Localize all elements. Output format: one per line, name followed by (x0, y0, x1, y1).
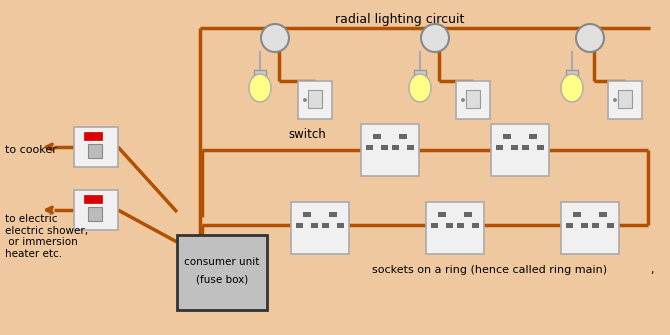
Bar (407, 145, 414, 150)
Circle shape (461, 98, 465, 102)
Bar (88, 144, 102, 158)
Bar (84, 195, 102, 203)
Bar (438, 212, 446, 217)
Bar (399, 134, 407, 139)
Bar (566, 70, 578, 78)
Circle shape (613, 98, 617, 102)
Bar (464, 212, 472, 217)
Bar (608, 81, 642, 119)
Bar (561, 202, 619, 254)
Bar (566, 223, 573, 228)
Text: consumer unit: consumer unit (184, 257, 260, 267)
Bar (298, 81, 332, 119)
Ellipse shape (409, 74, 431, 102)
Bar (472, 223, 479, 228)
Bar (537, 145, 544, 150)
Circle shape (303, 98, 307, 102)
Bar (414, 70, 426, 78)
Bar (511, 145, 518, 150)
Bar (522, 145, 529, 150)
Bar (581, 223, 588, 228)
Ellipse shape (249, 74, 271, 102)
Bar (311, 223, 318, 228)
Bar (503, 134, 511, 139)
Bar (74, 127, 118, 167)
Bar (366, 145, 373, 150)
Text: ,: , (650, 265, 653, 275)
Bar (592, 223, 599, 228)
Text: switch: switch (288, 128, 326, 141)
Bar (599, 212, 607, 217)
Bar (607, 223, 614, 228)
Text: radial lighting circuit: radial lighting circuit (335, 13, 465, 26)
Bar (381, 145, 388, 150)
Bar (291, 202, 349, 254)
Bar (618, 90, 632, 108)
Bar (361, 124, 419, 176)
Bar (446, 223, 453, 228)
Bar (573, 212, 581, 217)
Bar (254, 70, 266, 78)
Bar (392, 145, 399, 150)
Bar (329, 212, 337, 217)
Circle shape (261, 24, 289, 52)
Bar (529, 134, 537, 139)
Circle shape (576, 24, 604, 52)
Bar (308, 90, 322, 108)
Bar (491, 124, 549, 176)
Bar (457, 223, 464, 228)
Bar (466, 90, 480, 108)
Text: to electric
electric shower,
 or immersion
heater etc.: to electric electric shower, or immersio… (5, 214, 88, 259)
Circle shape (421, 24, 449, 52)
Bar (373, 134, 381, 139)
Bar (426, 202, 484, 254)
Bar (74, 190, 118, 230)
Bar (88, 207, 102, 221)
Bar (296, 223, 303, 228)
Text: sockets on a ring (hence called ring main): sockets on a ring (hence called ring mai… (373, 265, 608, 275)
Bar (456, 81, 490, 119)
Bar (431, 223, 438, 228)
Bar (322, 223, 329, 228)
Bar (337, 223, 344, 228)
Bar (84, 132, 102, 140)
Text: (fuse box): (fuse box) (196, 275, 248, 285)
Bar (496, 145, 503, 150)
Bar (303, 212, 311, 217)
Bar (177, 234, 267, 310)
Ellipse shape (561, 74, 583, 102)
Text: to cooker: to cooker (5, 145, 57, 155)
